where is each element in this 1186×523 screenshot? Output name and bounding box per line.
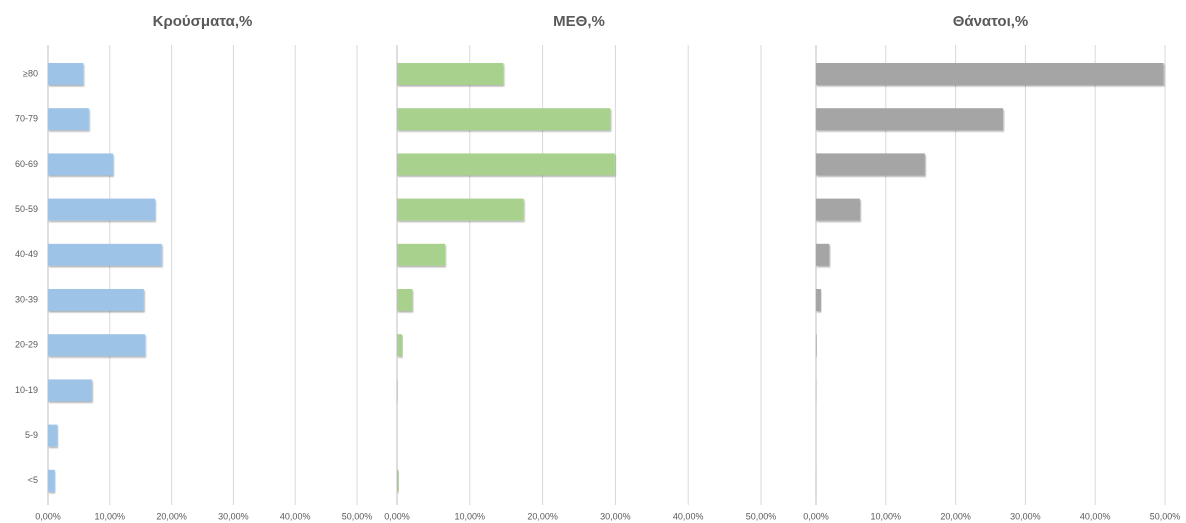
x-tick-label: 50,00% [1150,511,1181,521]
bar [48,289,144,311]
x-tick-label: 0,00% [384,511,410,521]
bar [816,334,817,357]
x-tick-label: 0,00% [35,511,61,521]
y-tick-label: 50-59 [15,204,38,214]
x-tick-label: 50,00% [342,511,373,521]
x-tick-label: 10,00% [95,511,126,521]
bar [48,469,55,492]
bar [816,63,1164,85]
x-tick-label: 30,00% [1010,511,1041,521]
x-tick-label: 20,00% [156,511,187,521]
bar [397,379,398,402]
y-tick-label: 60-69 [15,159,38,169]
bar [48,63,84,85]
bar [397,469,399,492]
x-tick-label: 40,00% [673,511,704,521]
x-tick-label: 10,00% [871,511,902,521]
chart-title: Κρούσματα,% [153,13,253,30]
y-tick-label: ≥80 [23,68,38,78]
bar [816,153,925,176]
y-tick-label: 10-19 [15,385,38,395]
x-tick-label: 20,00% [940,511,971,521]
bar [397,108,611,131]
bar [397,334,403,357]
x-tick-label: 40,00% [1080,511,1111,521]
bar [48,424,58,447]
bar [397,289,413,311]
bar [48,153,113,176]
x-tick-label: 10,00% [455,511,486,521]
bar [397,63,504,85]
x-tick-label: 20,00% [527,511,558,521]
x-tick-label: 30,00% [600,511,631,521]
chart-title: Θάνατοι,% [953,13,1029,30]
x-tick-label: 30,00% [218,511,249,521]
bar [48,334,146,357]
bar [48,198,155,221]
y-tick-label: 30-39 [15,294,38,304]
y-tick-label: 5-9 [25,430,38,440]
bar [48,243,162,266]
y-tick-label: 40-49 [15,249,38,259]
x-tick-label: 40,00% [280,511,311,521]
y-tick-label: <5 [28,475,38,485]
bar [48,379,92,402]
bar [397,153,615,176]
bar [816,289,821,311]
x-tick-label: 0,00% [803,511,829,521]
y-tick-label: 70-79 [15,114,38,124]
bar [397,243,446,266]
x-tick-label: 50,00% [746,511,777,521]
bar [397,198,524,221]
bar [816,198,860,221]
bar [48,108,89,131]
bar [816,108,1004,131]
chart-title: ΜΕΘ,% [553,13,605,30]
y-tick-label: 20-29 [15,340,38,350]
bar [816,243,830,266]
